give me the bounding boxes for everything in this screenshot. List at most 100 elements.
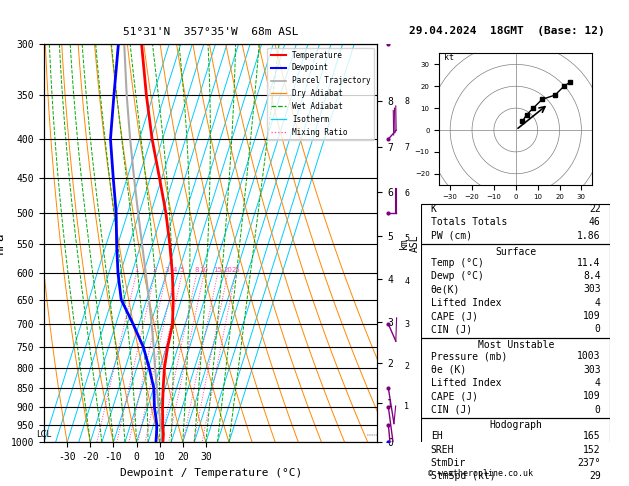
Dewpoint bbox=[110, 92, 118, 98]
Title: 51°31'N  357°35'W  68m ASL: 51°31'N 357°35'W 68m ASL bbox=[123, 27, 299, 37]
Dewpoint bbox=[130, 321, 137, 327]
Text: 5: 5 bbox=[404, 234, 409, 243]
Text: 1: 1 bbox=[134, 267, 138, 273]
Line: Parcel Trajectory: Parcel Trajectory bbox=[124, 44, 163, 442]
Text: kt: kt bbox=[443, 53, 454, 62]
Text: Lifted Index: Lifted Index bbox=[431, 298, 501, 308]
Parcel Trajectory bbox=[158, 431, 165, 437]
Text: 303: 303 bbox=[583, 284, 601, 295]
Text: 8.4: 8.4 bbox=[583, 271, 601, 281]
Text: CIN (J): CIN (J) bbox=[431, 325, 472, 334]
Bar bbox=[421, 204, 610, 244]
Text: 109: 109 bbox=[583, 311, 601, 321]
Parcel Trajectory bbox=[135, 210, 142, 216]
Text: Hodograph: Hodograph bbox=[489, 420, 542, 431]
Temperature bbox=[162, 210, 170, 216]
Parcel Trajectory bbox=[159, 439, 167, 445]
Text: CIN (J): CIN (J) bbox=[431, 405, 472, 415]
Parcel Trajectory bbox=[142, 270, 150, 276]
Dewpoint bbox=[113, 242, 120, 247]
Text: 1: 1 bbox=[404, 402, 409, 411]
Text: 3: 3 bbox=[164, 267, 169, 273]
Text: 10: 10 bbox=[199, 267, 209, 273]
Text: 8: 8 bbox=[404, 97, 409, 106]
Dewpoint bbox=[153, 422, 160, 428]
Parcel Trajectory bbox=[157, 422, 165, 428]
Text: Totals Totals: Totals Totals bbox=[431, 218, 507, 227]
Text: EH: EH bbox=[431, 432, 443, 441]
Text: 4: 4 bbox=[595, 378, 601, 388]
Text: 15: 15 bbox=[213, 267, 222, 273]
Temperature bbox=[160, 365, 168, 371]
Temperature bbox=[169, 270, 176, 276]
Text: 22: 22 bbox=[589, 204, 601, 214]
Temperature bbox=[159, 385, 167, 391]
Parcel Trajectory bbox=[152, 365, 159, 371]
Parcel Trajectory bbox=[155, 404, 162, 410]
Text: Surface: Surface bbox=[495, 247, 537, 257]
Text: Most Unstable: Most Unstable bbox=[477, 340, 554, 350]
Dewpoint bbox=[150, 404, 158, 410]
Text: 4: 4 bbox=[404, 278, 409, 286]
Line: Dewpoint: Dewpoint bbox=[111, 44, 157, 442]
Legend: Temperature, Dewpoint, Parcel Trajectory, Dry Adiabat, Wet Adiabat, Isotherm, Mi: Temperature, Dewpoint, Parcel Trajectory… bbox=[267, 48, 374, 139]
Dewpoint bbox=[114, 270, 122, 276]
Text: 4: 4 bbox=[173, 267, 177, 273]
Text: StmSpd (kt): StmSpd (kt) bbox=[431, 471, 496, 482]
Text: 109: 109 bbox=[583, 391, 601, 401]
Temperature bbox=[160, 431, 167, 437]
Temperature bbox=[159, 404, 166, 410]
Parcel Trajectory bbox=[148, 321, 155, 327]
Temperature bbox=[156, 175, 164, 181]
Text: 29: 29 bbox=[589, 471, 601, 482]
Parcel Trajectory bbox=[130, 175, 138, 181]
Text: 11.4: 11.4 bbox=[577, 258, 601, 268]
Text: 3: 3 bbox=[404, 320, 409, 329]
Dewpoint bbox=[113, 210, 120, 216]
Parcel Trajectory bbox=[138, 242, 146, 247]
Temperature bbox=[166, 242, 174, 247]
Dewpoint bbox=[107, 136, 114, 142]
Text: 46: 46 bbox=[589, 218, 601, 227]
Temperature bbox=[159, 422, 167, 428]
Bar bbox=[421, 418, 610, 485]
Dewpoint bbox=[152, 439, 160, 445]
Text: 152: 152 bbox=[583, 445, 601, 455]
Temperature bbox=[159, 414, 167, 419]
Text: 237°: 237° bbox=[577, 458, 601, 468]
Parcel Trajectory bbox=[123, 92, 130, 98]
Text: SREH: SREH bbox=[431, 445, 454, 455]
Dewpoint bbox=[118, 297, 125, 303]
Temperature bbox=[138, 41, 145, 47]
Text: Lifted Index: Lifted Index bbox=[431, 378, 501, 388]
Temperature bbox=[159, 439, 167, 445]
Parcel Trajectory bbox=[126, 136, 134, 142]
Y-axis label: hPa: hPa bbox=[0, 232, 5, 254]
Text: 4: 4 bbox=[595, 298, 601, 308]
Line: Temperature: Temperature bbox=[142, 44, 173, 442]
Text: Temp (°C): Temp (°C) bbox=[431, 258, 484, 268]
Text: © weatheronline.co.uk: © weatheronline.co.uk bbox=[428, 469, 533, 478]
Text: 1.86: 1.86 bbox=[577, 231, 601, 241]
Temperature bbox=[169, 321, 176, 327]
Text: 303: 303 bbox=[583, 364, 601, 375]
Text: 0: 0 bbox=[595, 405, 601, 415]
Text: 7: 7 bbox=[404, 143, 409, 153]
Dewpoint bbox=[109, 175, 117, 181]
Dewpoint bbox=[145, 365, 153, 371]
Bar bbox=[421, 338, 610, 418]
Text: LCL: LCL bbox=[36, 431, 51, 439]
Temperature bbox=[148, 136, 156, 142]
Temperature bbox=[169, 297, 177, 303]
Dewpoint bbox=[152, 414, 160, 419]
Parcel Trajectory bbox=[145, 297, 153, 303]
Text: Pressure (mb): Pressure (mb) bbox=[431, 351, 507, 361]
X-axis label: Dewpoint / Temperature (°C): Dewpoint / Temperature (°C) bbox=[120, 468, 302, 478]
Text: CAPE (J): CAPE (J) bbox=[431, 311, 478, 321]
Text: 165: 165 bbox=[583, 432, 601, 441]
Dewpoint bbox=[140, 344, 147, 350]
Text: 2: 2 bbox=[153, 267, 157, 273]
Dewpoint bbox=[150, 385, 158, 391]
Dewpoint bbox=[153, 431, 160, 437]
Text: CAPE (J): CAPE (J) bbox=[431, 391, 478, 401]
